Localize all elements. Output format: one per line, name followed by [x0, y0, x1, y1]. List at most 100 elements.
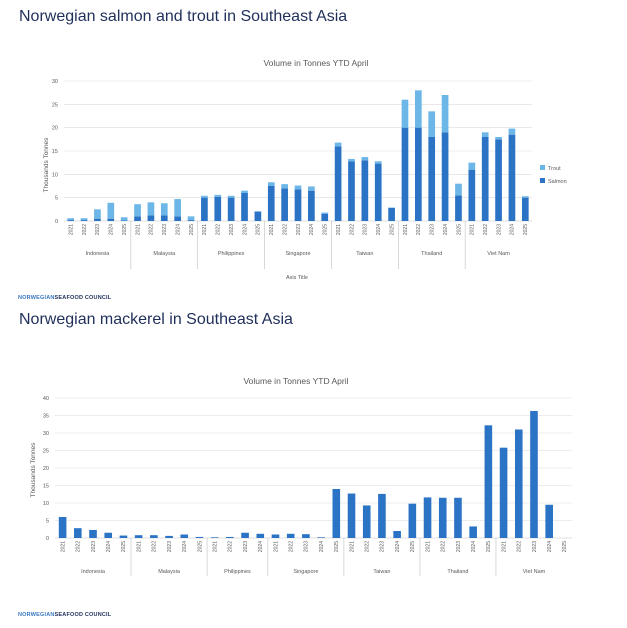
x-tick-label: 2025 — [256, 224, 262, 235]
y-tick-label: 20 — [43, 466, 49, 472]
x-tick-label: 2023 — [430, 224, 436, 235]
bar-trout — [120, 217, 128, 221]
bar-trout — [201, 195, 208, 198]
bar-mackerel — [332, 489, 341, 538]
y-tick-label: 30 — [43, 431, 49, 437]
bar-trout — [428, 111, 436, 137]
bar-trout — [187, 216, 195, 221]
x-tick-label: 2023 — [296, 224, 302, 235]
y-tick-label: 40 — [43, 396, 49, 402]
x-tick-label: 2023 — [496, 224, 502, 235]
group-label: Philippines — [224, 569, 251, 575]
bar-trout — [401, 99, 409, 128]
bar-trout — [334, 142, 342, 147]
bar-salmon — [428, 137, 436, 221]
x-tick-label: 2023 — [229, 224, 235, 235]
x-tick-label: 2024 — [109, 224, 115, 235]
x-tick-labels: 2021 2022 2023 2024 2025 2021 2022 2023 2024 2025… — [60, 541, 568, 552]
group-labels: Indonesia Malaysia Philippines Singapore Tai… — [85, 221, 510, 269]
y-tick-label: 25 — [52, 102, 58, 108]
x-tick-label: 2025 — [189, 224, 195, 235]
bar-trout — [67, 218, 75, 221]
x-tick-label: 2022 — [288, 541, 294, 552]
bar-salmon — [401, 127, 409, 221]
brand-logo: NORWEGIANSEAFOOD COUNCIL — [18, 612, 111, 618]
x-tick-label: 2024 — [443, 224, 449, 235]
bar-salmon — [508, 134, 516, 221]
bar-mackerel — [514, 429, 523, 538]
x-tick-label: 2025 — [562, 541, 568, 552]
x-tick-label: 2022 — [152, 541, 158, 552]
bar-salmon — [201, 197, 208, 221]
x-tick-label: 2024 — [510, 224, 516, 235]
x-tick-label: 2022 — [216, 224, 222, 235]
x-tick-label: 2024 — [106, 541, 112, 552]
bar-mackerel — [408, 503, 417, 538]
bar-trout — [374, 161, 382, 164]
bar-mackerel — [210, 537, 219, 538]
brand-part-2: SEAFOOD COUNCIL — [54, 295, 112, 301]
x-tick-label: 2022 — [517, 541, 523, 552]
bar-salmon — [321, 214, 329, 221]
bar-trout — [308, 186, 315, 191]
bar-mackerel — [362, 505, 371, 538]
y-tick-label: 10 — [52, 172, 58, 178]
bar-trout — [147, 202, 155, 216]
slide-title-mackerel: Norwegian mackerel in Southeast Asia — [19, 311, 293, 328]
x-tick-label: 2024 — [309, 224, 315, 235]
bar-salmon — [94, 218, 101, 221]
y-tick-label: 35 — [43, 414, 49, 420]
x-tick-label: 2021 — [349, 541, 355, 552]
y-tick-label: 0 — [46, 536, 49, 542]
x-tick-label: 2021 — [136, 541, 142, 552]
x-tick-label: 2022 — [365, 541, 371, 552]
y-axis-label: Thousands Tonnes — [30, 442, 37, 498]
group-label: Thailand — [421, 251, 442, 257]
x-tick-label: 2023 — [304, 541, 310, 552]
x-tick-label: 2022 — [149, 224, 155, 235]
bar-mackerel — [74, 528, 82, 538]
bar-salmon — [374, 163, 382, 221]
bar-salmon — [267, 186, 275, 221]
y-tick-label: 25 — [43, 449, 49, 455]
bar-trout — [415, 90, 422, 128]
x-tick-label: 2025 — [410, 541, 416, 552]
y-tick-label: 10 — [43, 501, 49, 507]
bar-trout — [80, 218, 88, 221]
slide-title-salmon-trout: Norwegian salmon and trout in Southeast … — [19, 8, 348, 25]
bar-salmon — [281, 188, 288, 221]
x-tick-label: 2023 — [162, 224, 168, 235]
x-tick-label: 2022 — [483, 224, 489, 235]
legend-swatch-trout — [540, 165, 545, 170]
y-tick-label: 5 — [55, 196, 58, 202]
y-tick-label: 20 — [52, 126, 58, 132]
x-tick-label: 2021 — [269, 224, 275, 235]
bar-mackerel — [286, 533, 295, 538]
x-tick-label: 2023 — [532, 541, 538, 552]
bar-salmon — [241, 193, 248, 221]
x-tick-label: 2021 — [470, 224, 476, 235]
x-tick-label: 2024 — [319, 541, 325, 552]
x-tick-label: 2025 — [523, 224, 529, 235]
bars — [58, 410, 553, 538]
x-tick-label: 2022 — [82, 224, 88, 235]
mackerel-chart: Volume in Tonnes YTD April Thousands Ton… — [30, 376, 572, 576]
bar-mackerel — [271, 534, 280, 538]
x-tick-label: 2021 — [501, 541, 507, 552]
bar-trout — [281, 184, 288, 189]
gridlines — [64, 80, 532, 222]
bar-trout — [455, 183, 462, 196]
x-tick-label: 2021 — [273, 541, 279, 552]
group-label: Malaysia — [158, 569, 181, 575]
bar-mackerel — [302, 534, 310, 538]
bar-salmon — [521, 197, 529, 221]
bar-salmon — [388, 207, 395, 221]
bar-trout — [321, 212, 329, 214]
bar-salmon — [308, 190, 315, 221]
bar-mackerel — [438, 497, 447, 538]
chart-title: Volume in Tonnes YTD April — [243, 376, 348, 386]
legend-label-salmon: Salmon — [548, 179, 567, 185]
x-tick-label: 2024 — [182, 541, 188, 552]
x-tick-label: 2024 — [242, 224, 248, 235]
bar-mackerel — [317, 537, 325, 538]
